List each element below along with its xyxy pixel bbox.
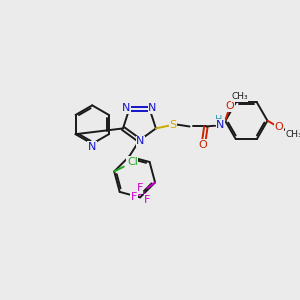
Text: Cl: Cl [127,157,138,167]
Text: O: O [199,140,207,150]
Text: H: H [215,115,222,125]
Text: N: N [88,142,96,152]
Text: F: F [144,195,151,205]
Text: N: N [122,103,130,113]
Text: N: N [148,103,157,113]
Text: S: S [169,120,177,130]
Text: O: O [274,122,284,133]
Text: N: N [216,120,224,130]
Text: F: F [131,192,137,202]
Text: O: O [226,101,234,111]
Text: CH₃: CH₃ [285,130,300,139]
Text: CH₃: CH₃ [231,92,248,101]
Text: F: F [136,183,143,193]
Text: N: N [136,136,145,146]
